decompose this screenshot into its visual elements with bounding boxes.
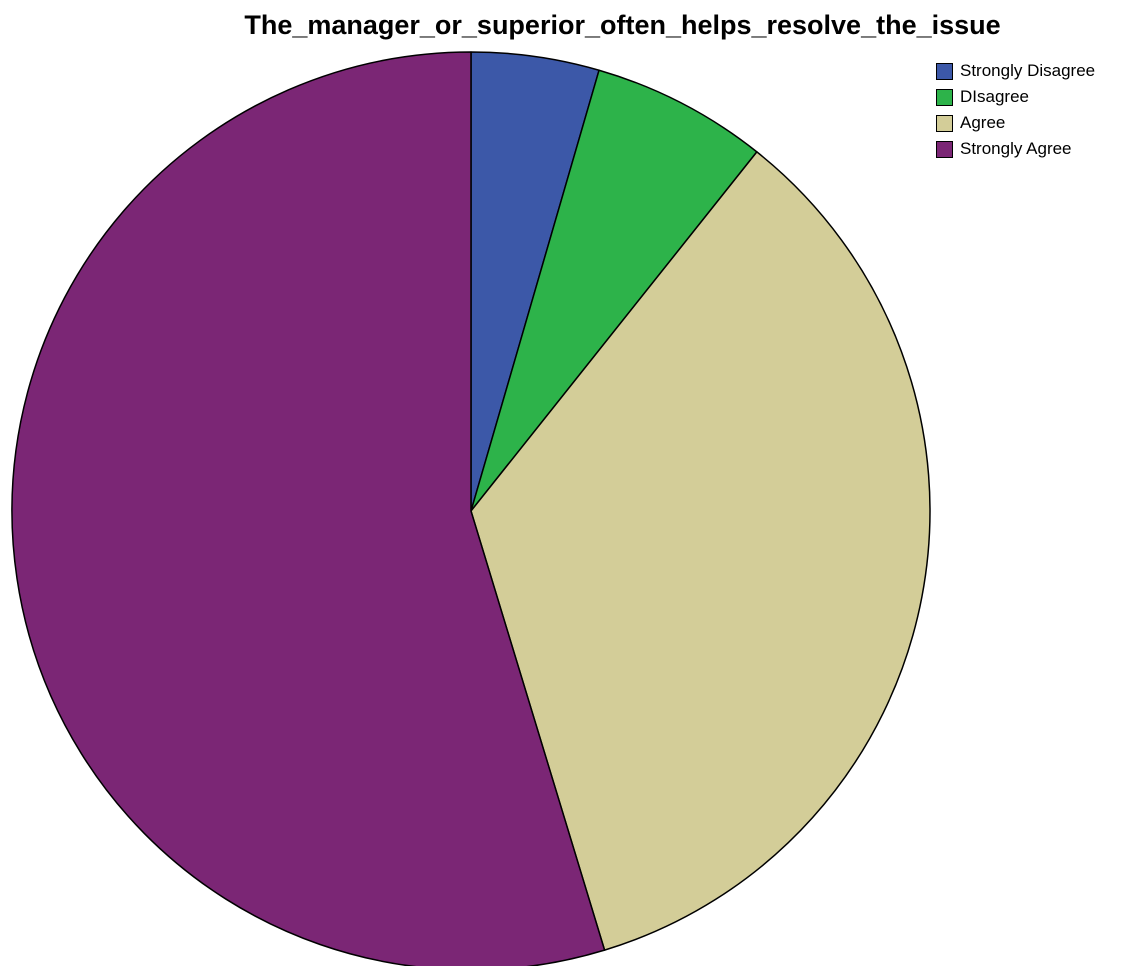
legend: Strongly Disagree DIsagree Agree Strongly A… [936, 58, 1095, 162]
pie-slices [11, 51, 931, 966]
legend-item-agree: Agree [936, 110, 1095, 136]
legend-label: Strongly Disagree [960, 61, 1096, 80]
pie-slice-agree [470, 151, 931, 951]
legend-item-strongly-disagree: Strongly Disagree [936, 58, 1095, 84]
legend-swatch [936, 114, 953, 132]
pie-slice-disagree [470, 69, 758, 512]
legend-swatch [936, 62, 953, 80]
legend-item-disagree: DIsagree [936, 84, 1095, 110]
legend-swatch [936, 140, 953, 158]
legend-swatch [936, 88, 953, 106]
pie-slice-strongly-agree [11, 51, 606, 966]
legend-label: Strongly Agree [960, 139, 1072, 158]
legend-label: DIsagree [960, 87, 1029, 106]
legend-label: Agree [960, 113, 1006, 132]
chart-title: The_manager_or_superior_often_helps_reso… [244, 10, 1001, 40]
legend-item-strongly-agree: Strongly Agree [936, 136, 1095, 162]
